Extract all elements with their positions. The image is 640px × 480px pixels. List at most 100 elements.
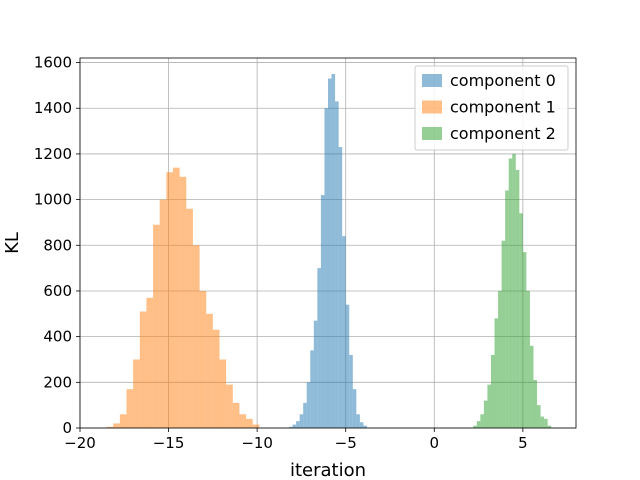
histogram-bar — [508, 158, 513, 428]
plot-frame — [79, 57, 577, 429]
histogram-bar — [133, 359, 140, 428]
histogram-bar — [126, 389, 134, 428]
histogram-bar — [306, 382, 311, 428]
legend-label: component 2 — [450, 124, 556, 143]
histogram-bar — [544, 418, 548, 428]
y-tick-label: 1400 — [34, 99, 72, 117]
y-tick-label: 800 — [43, 236, 72, 254]
histogram-bar — [206, 313, 213, 428]
y-tick-label: 600 — [43, 282, 72, 300]
histogram-bar — [537, 405, 541, 428]
histogram-bar — [303, 402, 307, 428]
histogram-bar — [356, 414, 360, 428]
histogram-bar — [192, 245, 200, 428]
histogram-bar — [320, 195, 325, 428]
histogram-bar — [212, 329, 220, 428]
histogram-bar — [363, 425, 367, 428]
legend-label: component 1 — [450, 98, 556, 117]
y-axis-ticks: 0 200 400 600 800 1000 1200 1400 1600 — [34, 54, 80, 437]
x-axis-ticks: −20 −15 −10 −5 0 5 — [64, 428, 528, 452]
histogram-bar — [342, 236, 346, 428]
histogram-bar — [119, 414, 127, 428]
histogram-bar — [359, 422, 364, 428]
histogram-bar — [310, 350, 314, 428]
histogram-bar — [313, 320, 318, 428]
x-tick-label: −10 — [241, 434, 273, 452]
histogram-bar — [490, 354, 495, 428]
histogram-bars — [106, 73, 552, 429]
histogram-bar — [494, 318, 499, 428]
histogram-bar — [179, 176, 187, 428]
histogram-bar — [246, 418, 253, 428]
histogram-bar — [533, 380, 538, 428]
series-2-bars — [473, 153, 552, 429]
series-1-bars — [106, 167, 260, 428]
histogram-bar — [232, 402, 240, 428]
histogram-bar — [338, 147, 343, 428]
histogram-bar — [239, 414, 247, 428]
histogram-bar — [159, 199, 167, 428]
histogram-bar — [324, 108, 328, 428]
histogram-bar — [146, 297, 154, 428]
legend-swatch — [422, 74, 442, 87]
y-tick-label: 200 — [43, 373, 72, 391]
histogram-bar — [498, 290, 502, 428]
histogram-bar — [519, 213, 523, 428]
histogram-bar — [299, 414, 304, 428]
y-tick-label: 1000 — [34, 191, 72, 209]
histogram-bar — [480, 414, 484, 428]
histogram-bar — [186, 208, 193, 428]
histogram-bar — [501, 240, 506, 428]
histogram-bar — [199, 290, 207, 428]
histogram-bar — [335, 101, 339, 428]
y-tick-label: 1600 — [34, 54, 72, 72]
y-tick-label: 0 — [62, 419, 72, 437]
histogram-bar — [153, 224, 160, 428]
histogram-bar — [292, 424, 297, 428]
x-tick-label: −5 — [335, 434, 357, 452]
x-tick-label: −20 — [64, 434, 96, 452]
histogram-bar — [331, 73, 336, 428]
histogram-bar — [526, 290, 530, 428]
histogram-bar — [505, 190, 509, 428]
x-tick-label: 0 — [430, 434, 440, 452]
legend-label: component 0 — [450, 71, 556, 90]
histogram-bar — [547, 425, 552, 428]
y-tick-label: 400 — [43, 328, 72, 346]
histogram-bar — [483, 400, 488, 428]
histogram-bar — [296, 421, 300, 428]
y-tick-label: 1200 — [34, 145, 72, 163]
histogram-bar — [328, 78, 332, 429]
histogram-bar — [540, 416, 545, 428]
histogram-bar — [476, 421, 481, 428]
histogram-bar — [166, 172, 173, 428]
legend-box — [414, 65, 569, 151]
histogram-bar — [352, 389, 357, 428]
histogram-bar — [139, 311, 147, 428]
histogram-bar — [522, 252, 527, 428]
histogram-bar — [473, 425, 477, 428]
histogram-bar — [113, 423, 120, 428]
histogram-bar — [512, 153, 516, 429]
x-tick-label: −15 — [153, 434, 185, 452]
legend: component 0 component 1 component 2 — [414, 65, 569, 151]
histogram-bar — [106, 426, 114, 428]
legend-swatch — [422, 100, 442, 114]
histogram-bar — [487, 384, 491, 428]
histogram-bar — [252, 424, 260, 428]
y-axis-title: KL — [2, 232, 23, 254]
histogram-bar — [226, 384, 233, 428]
histogram-bar — [529, 345, 534, 428]
series-0-bars — [289, 73, 367, 429]
histogram-bar — [515, 169, 520, 428]
histogram-bar — [173, 167, 180, 428]
x-tick-label: 5 — [518, 434, 528, 452]
histogram-bar — [317, 268, 321, 428]
histogram-bar — [345, 304, 350, 428]
histogram-bar — [349, 354, 353, 428]
legend-swatch — [422, 127, 442, 140]
histogram-bar — [289, 426, 293, 428]
histogram-bar — [219, 359, 227, 428]
x-axis-title: iteration — [290, 460, 366, 480]
